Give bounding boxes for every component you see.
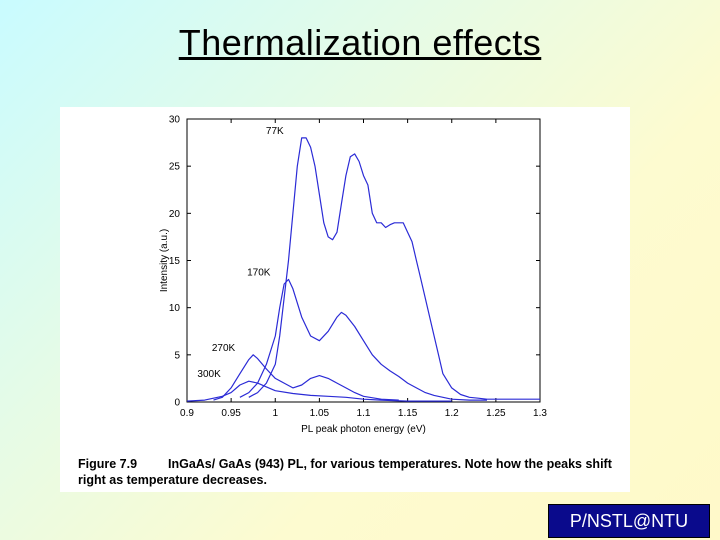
chart-axes [186,118,541,403]
x-axis-label: PL peak photon energy (eV) [301,424,426,435]
lab-badge: P/NSTL@NTU [548,504,710,538]
y-axis-label: Intensity (a.u.) [159,229,170,292]
chart-series [186,137,540,402]
y-tick-label: 5 [174,350,180,361]
series-line-170K [239,278,487,401]
x-tick-label: 1.2 [445,408,459,419]
slide-title: Thermalization effects [178,22,542,63]
chart-ticks: 0.9 0.95 1 1.05 1.1 1.15 1.2 1.25 1.3 0 5 10 15 20 25 3… [169,115,548,420]
x-tick-label: 0.9 [180,408,194,419]
plot-frame [186,118,541,403]
figure-caption: Figure 7.9 InGaAs/ GaAs (943) PL, for var… [78,456,618,488]
x-tick-label: 1.1 [357,408,371,419]
pl-spectrum-chart: 0.9 0.95 1 1.05 1.1 1.15 1.2 1.25 1.3 0 5 10 15 20 25 3… [159,115,548,436]
y-tick-label: 10 [169,303,181,314]
x-tick-label: 1.05 [310,408,330,419]
series-label-170K: 170K [247,267,271,278]
series-label-270K: 270K [212,343,236,354]
series-line-300K [186,380,452,402]
caption-text: InGaAs/ GaAs (943) PL, for various tempe… [78,457,612,487]
y-tick-label: 25 [169,162,181,173]
series-label-300K: 300K [197,369,221,380]
chart-labels: PL peak photon energy (eV) Intensity (a.u… [159,126,426,435]
figure-panel: 0.9 0.95 1 1.05 1.1 1.15 1.2 1.25 1.3 0 5 10 15 20 25 3… [60,107,630,492]
series-label-77K: 77K [266,126,284,137]
y-tick-label: 15 [169,256,181,267]
series-line-77K [248,137,540,400]
y-tick-label: 30 [169,115,181,126]
x-tick-label: 1.25 [486,408,506,419]
series-line-270K [213,354,399,401]
x-tick-label: 0.95 [221,408,241,419]
y-tick-label: 20 [169,209,181,220]
caption-label: Figure 7.9 [78,457,138,471]
x-tick-label: 1.15 [398,408,418,419]
x-tick-label: 1 [272,408,278,419]
y-tick-label: 0 [174,398,180,409]
x-tick-label: 1.3 [533,408,547,419]
